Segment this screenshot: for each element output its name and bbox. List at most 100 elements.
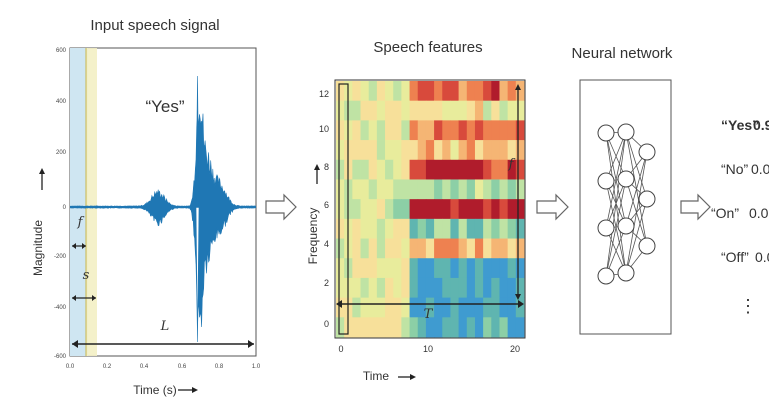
more-outputs-ellipsis: ⋮ (739, 296, 757, 316)
network-box (579, 79, 672, 335)
y-tick-label: 8 (324, 162, 329, 172)
spectrogram-cell (360, 159, 370, 180)
spectrogram-cell (458, 140, 468, 161)
spectrogram-cell (376, 238, 386, 259)
network-nodes (597, 123, 656, 285)
network-title: Neural network (572, 45, 673, 62)
spectrogram-cell (409, 277, 419, 299)
spectrogram-cell (442, 277, 451, 299)
network-neuron (638, 237, 656, 255)
flow-arrow-2 (536, 193, 569, 221)
spectrogram-cell (417, 120, 427, 141)
y-tick-label: -600 (54, 354, 67, 360)
y-tick-label: 0 (324, 319, 329, 329)
spectrogram-cell (458, 159, 468, 180)
spectrogram-cell (466, 218, 476, 239)
output-score: 0.9 (753, 117, 769, 133)
spectrogram-cell (352, 140, 361, 161)
output-score: 0.0 (751, 161, 769, 177)
spectrogram-cell (385, 120, 394, 141)
spectrogram-cell (409, 140, 419, 161)
spectrogram-cell (360, 179, 370, 200)
features-title: Speech features (373, 39, 482, 56)
spectrogram-cell (409, 317, 419, 338)
spectrogram-cell (442, 199, 451, 220)
spectrogram-cell (425, 159, 435, 180)
spectrogram-cell (507, 199, 517, 220)
spectrogram-cell (474, 238, 484, 259)
spectrogram-cell (442, 159, 451, 180)
spectrogram-cell (499, 218, 509, 239)
spectrogram-cell (401, 100, 410, 121)
spectrogram-cell (385, 317, 394, 338)
network-neuron (597, 219, 615, 237)
spectrogram-cell (434, 100, 443, 121)
spectrogram-cell (393, 179, 402, 200)
output-row-yes: “Yes” 0.9 (721, 117, 769, 133)
spectrogram-cell (425, 81, 435, 102)
spectrogram-cell (368, 238, 378, 259)
x-tick-label: 0.0 (66, 364, 75, 370)
spectrogram-cell (368, 317, 378, 338)
y-tick-label: 600 (56, 48, 67, 54)
output-word: “Yes” (721, 117, 759, 133)
network-connection (605, 131, 627, 182)
spectrogram-cell (434, 297, 443, 318)
y-tick-label: 6 (324, 200, 329, 210)
spectrogram-cell (507, 297, 517, 318)
spectrogram-cell (409, 238, 419, 259)
spectrogram-cell (352, 159, 361, 180)
spectrogram-frame (334, 79, 526, 339)
spectrogram-cell (483, 199, 492, 220)
spectrogram-cell (385, 159, 394, 180)
spectrogram-cell (401, 199, 410, 220)
spectrogram-cell (499, 120, 509, 141)
spectrogram-cell (336, 100, 345, 121)
waveform-signal (70, 75, 256, 343)
spectrogram-cell (474, 277, 484, 299)
spectrogram-cell (425, 218, 435, 239)
spectrogram-cell (450, 277, 459, 299)
spectrogram-cell (352, 218, 361, 239)
spectrogram-cell (491, 277, 500, 299)
spectrogram-cell (336, 277, 345, 299)
spectrogram-cell (491, 140, 500, 161)
neural-network-diagram (579, 79, 672, 335)
spectrogram-cell (466, 100, 476, 121)
spectrogram-cell (368, 81, 378, 102)
spectrogram-cell (434, 179, 443, 200)
output-row-on: “On” 0.0 (711, 205, 769, 221)
y-tick-label: 200 (56, 150, 67, 156)
spectrogram-cell (409, 199, 419, 220)
spectrogram-cell (417, 199, 427, 220)
spectrogram-cell (336, 120, 345, 141)
spectrogram-cell (507, 218, 517, 239)
spectrogram-cell (491, 120, 500, 141)
spectrogram-cell (401, 238, 410, 259)
input-signal-title: Input speech signal (90, 17, 219, 34)
spectrogram-cell (368, 100, 378, 121)
spectrogram-cell (483, 258, 492, 279)
spectrogram-cell (368, 120, 378, 141)
waveform-x-ticks: 0.0 0.2 0.4 0.6 0.8 1.0 (66, 364, 261, 370)
spectrogram-cell (401, 218, 410, 239)
spectrogram-cell (376, 317, 386, 338)
spectrogram-cell (336, 81, 345, 102)
spectrogram-cell (442, 140, 451, 161)
network-connection (625, 151, 648, 274)
spectrogram-cell (450, 317, 459, 338)
spectrogram-cell (352, 81, 361, 102)
spectrogram-cell (491, 179, 500, 200)
spectrogram-cell (499, 81, 509, 102)
spectrogram-cell (368, 199, 378, 220)
spectrogram-cell (499, 238, 509, 259)
spectrogram-cell (491, 297, 500, 318)
spectrogram-cell (385, 179, 394, 200)
spectrogram-cell (401, 258, 410, 279)
spectrogram-cell (458, 258, 468, 279)
spectrogram-cell (442, 258, 451, 279)
y-tick-label: -400 (54, 305, 67, 311)
spectrogram-cell (474, 199, 484, 220)
spectrogram-cell (450, 120, 459, 141)
waveform-x-label: Time (s) (133, 383, 177, 397)
